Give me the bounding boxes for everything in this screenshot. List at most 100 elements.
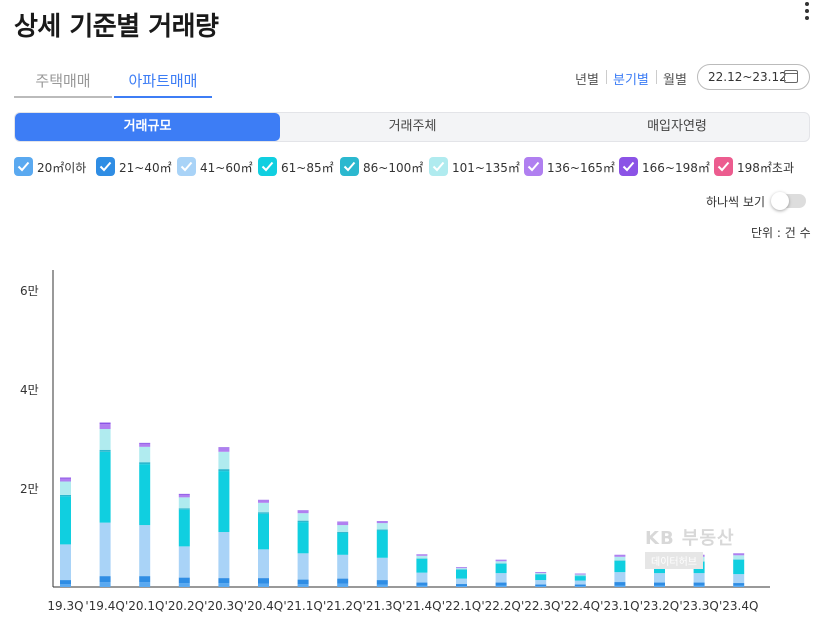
bar-segment [337, 578, 349, 584]
more-menu-icon[interactable] [801, 0, 813, 22]
y-tick-label: 6만 [20, 283, 39, 298]
bar-segment [693, 573, 705, 583]
x-tick-label: '22.1Q [441, 599, 482, 613]
bar-segment [416, 572, 428, 583]
bar-segment [258, 512, 269, 514]
legend-label: 41~60㎡ [200, 161, 253, 175]
x-tick-label: '22.2Q [481, 599, 521, 613]
bar-segment [139, 576, 151, 583]
legend-label: 86~100㎡ [363, 161, 424, 175]
bar-segment [376, 529, 388, 531]
bar-segment [416, 582, 428, 586]
bar-segment [456, 568, 467, 570]
checkbox-icon[interactable] [429, 157, 448, 176]
bar-segment [218, 448, 230, 452]
toggle-label: 하나씩 보기 [706, 195, 766, 209]
bar-segment [99, 424, 111, 429]
bar-segment [416, 554, 428, 556]
segment-buyer-age[interactable]: 매입자연령 [647, 119, 707, 134]
bar-segment [733, 583, 745, 586]
checkbox-icon[interactable] [177, 157, 196, 176]
bar-segment [258, 583, 269, 587]
legend-label: 21~40㎡ [119, 161, 172, 175]
bar-segment [614, 572, 626, 583]
one-by-one-toggle[interactable] [771, 192, 806, 210]
bar-segment [178, 508, 190, 510]
bar-segment [139, 443, 151, 447]
period-monthly[interactable]: 월별 [663, 73, 687, 88]
checkbox-icon[interactable] [340, 157, 359, 176]
unit-label: 단위 : 건 수 [751, 226, 811, 240]
bar-segment [456, 584, 467, 587]
bar-segment [297, 579, 309, 585]
bar-segment [178, 494, 190, 498]
checkbox-icon[interactable] [96, 157, 115, 176]
segment-size[interactable]: 거래규모 [15, 113, 280, 141]
bar-segment [218, 469, 230, 472]
legend-label: 136~165㎡ [547, 161, 615, 175]
bar-segment [416, 585, 428, 587]
bar-segment [495, 573, 507, 583]
bar-segment [456, 569, 467, 579]
watermark: KB 부동산 데이터허브 [645, 524, 735, 569]
bar-segment [416, 555, 428, 559]
checkbox-icon[interactable] [14, 157, 33, 176]
bar-segment [178, 583, 190, 587]
bar-segment [416, 558, 428, 573]
bar-segment [733, 553, 745, 556]
bar-segment [218, 578, 230, 584]
bar-segment [178, 577, 190, 584]
bar-segment [376, 523, 388, 530]
y-tick-label: 2만 [20, 481, 39, 496]
bar-segment [337, 532, 349, 534]
legend-label: 166~198㎡ [642, 161, 710, 175]
bar-segment [574, 576, 586, 581]
bar-segment [99, 428, 111, 450]
bar-segment [574, 580, 586, 585]
bar-segment [535, 574, 547, 581]
bar-segment [60, 481, 71, 495]
legend-label: 20㎡이하 [37, 161, 87, 175]
checkbox-icon[interactable] [258, 157, 277, 176]
bar-segment [654, 585, 665, 587]
bar-segment [178, 493, 190, 495]
period-quarterly[interactable]: 분기별 [613, 73, 649, 88]
bar-segment [178, 546, 190, 578]
checkbox-icon[interactable] [619, 157, 638, 176]
checkbox-icon[interactable] [524, 157, 543, 176]
x-tick-label: '23.2Q [639, 599, 680, 613]
bar-segment [693, 585, 705, 587]
checkbox-icon[interactable] [714, 157, 733, 176]
date-range-value: 22.12~23.12 [708, 70, 787, 84]
bar-segment [218, 532, 230, 579]
bar-segment [614, 556, 626, 561]
bar-segment [99, 422, 111, 425]
tab-house-sale[interactable]: 주택매매 [14, 70, 112, 98]
bar-segment [495, 585, 507, 587]
period-yearly[interactable]: 년별 [575, 73, 599, 88]
x-tick-label: '19.4Q [85, 599, 125, 613]
date-range-picker[interactable]: 22.12~23.12 [697, 64, 810, 90]
bar-segment [495, 561, 507, 564]
bar-segment [218, 471, 230, 533]
bar-segment [139, 446, 151, 463]
bar-segment [297, 510, 309, 514]
bar-segment [218, 451, 230, 470]
page-title: 상세 기준별 거래량 [14, 12, 219, 42]
segment-subject[interactable]: 거래주체 [388, 119, 437, 134]
bar-segment [376, 530, 388, 558]
bar-segment [733, 574, 745, 584]
bar-segment [614, 560, 626, 573]
bar-segment [139, 462, 151, 465]
tab-apartment-sale[interactable]: 아파트매매 [114, 70, 212, 98]
x-tick-label: 19.3Q [47, 599, 84, 613]
bar-segment [614, 582, 626, 586]
bar-segment [495, 560, 507, 562]
bar-segment [693, 582, 705, 586]
bar-segment [99, 522, 111, 577]
bar-segment [337, 522, 349, 526]
bar-segment [733, 555, 745, 560]
bar-segment [139, 582, 151, 587]
bar-segment [535, 580, 547, 585]
x-tick-label: '23.1Q [600, 599, 640, 613]
